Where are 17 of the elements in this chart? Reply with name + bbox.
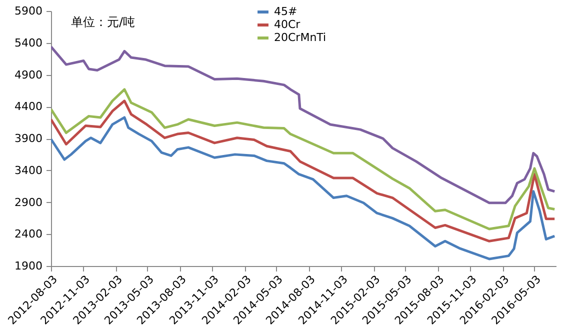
line-series bbox=[51, 116, 556, 260]
line-series bbox=[51, 100, 556, 242]
line-series bbox=[51, 88, 556, 230]
y-tick-label: 5400 bbox=[14, 36, 42, 50]
y-tick-label: 3900 bbox=[14, 132, 42, 145]
annotation: 单位：元/吨 bbox=[71, 15, 136, 29]
legend-label: 45# bbox=[274, 5, 298, 18]
legend-label: 20CrMnTi bbox=[274, 31, 326, 44]
y-tick-label: 2400 bbox=[14, 228, 42, 241]
y-tick-label: 1900 bbox=[14, 260, 42, 272]
y-tick-label: 2900 bbox=[14, 196, 42, 209]
line-series bbox=[51, 45, 556, 204]
y-tick-label: 3400 bbox=[14, 164, 42, 177]
y-tick-label: 4400 bbox=[14, 100, 42, 114]
legend-label: 40Cr bbox=[274, 18, 301, 31]
y-tick-label: 5900 bbox=[14, 4, 42, 18]
y-tick-label: 4900 bbox=[14, 68, 42, 82]
